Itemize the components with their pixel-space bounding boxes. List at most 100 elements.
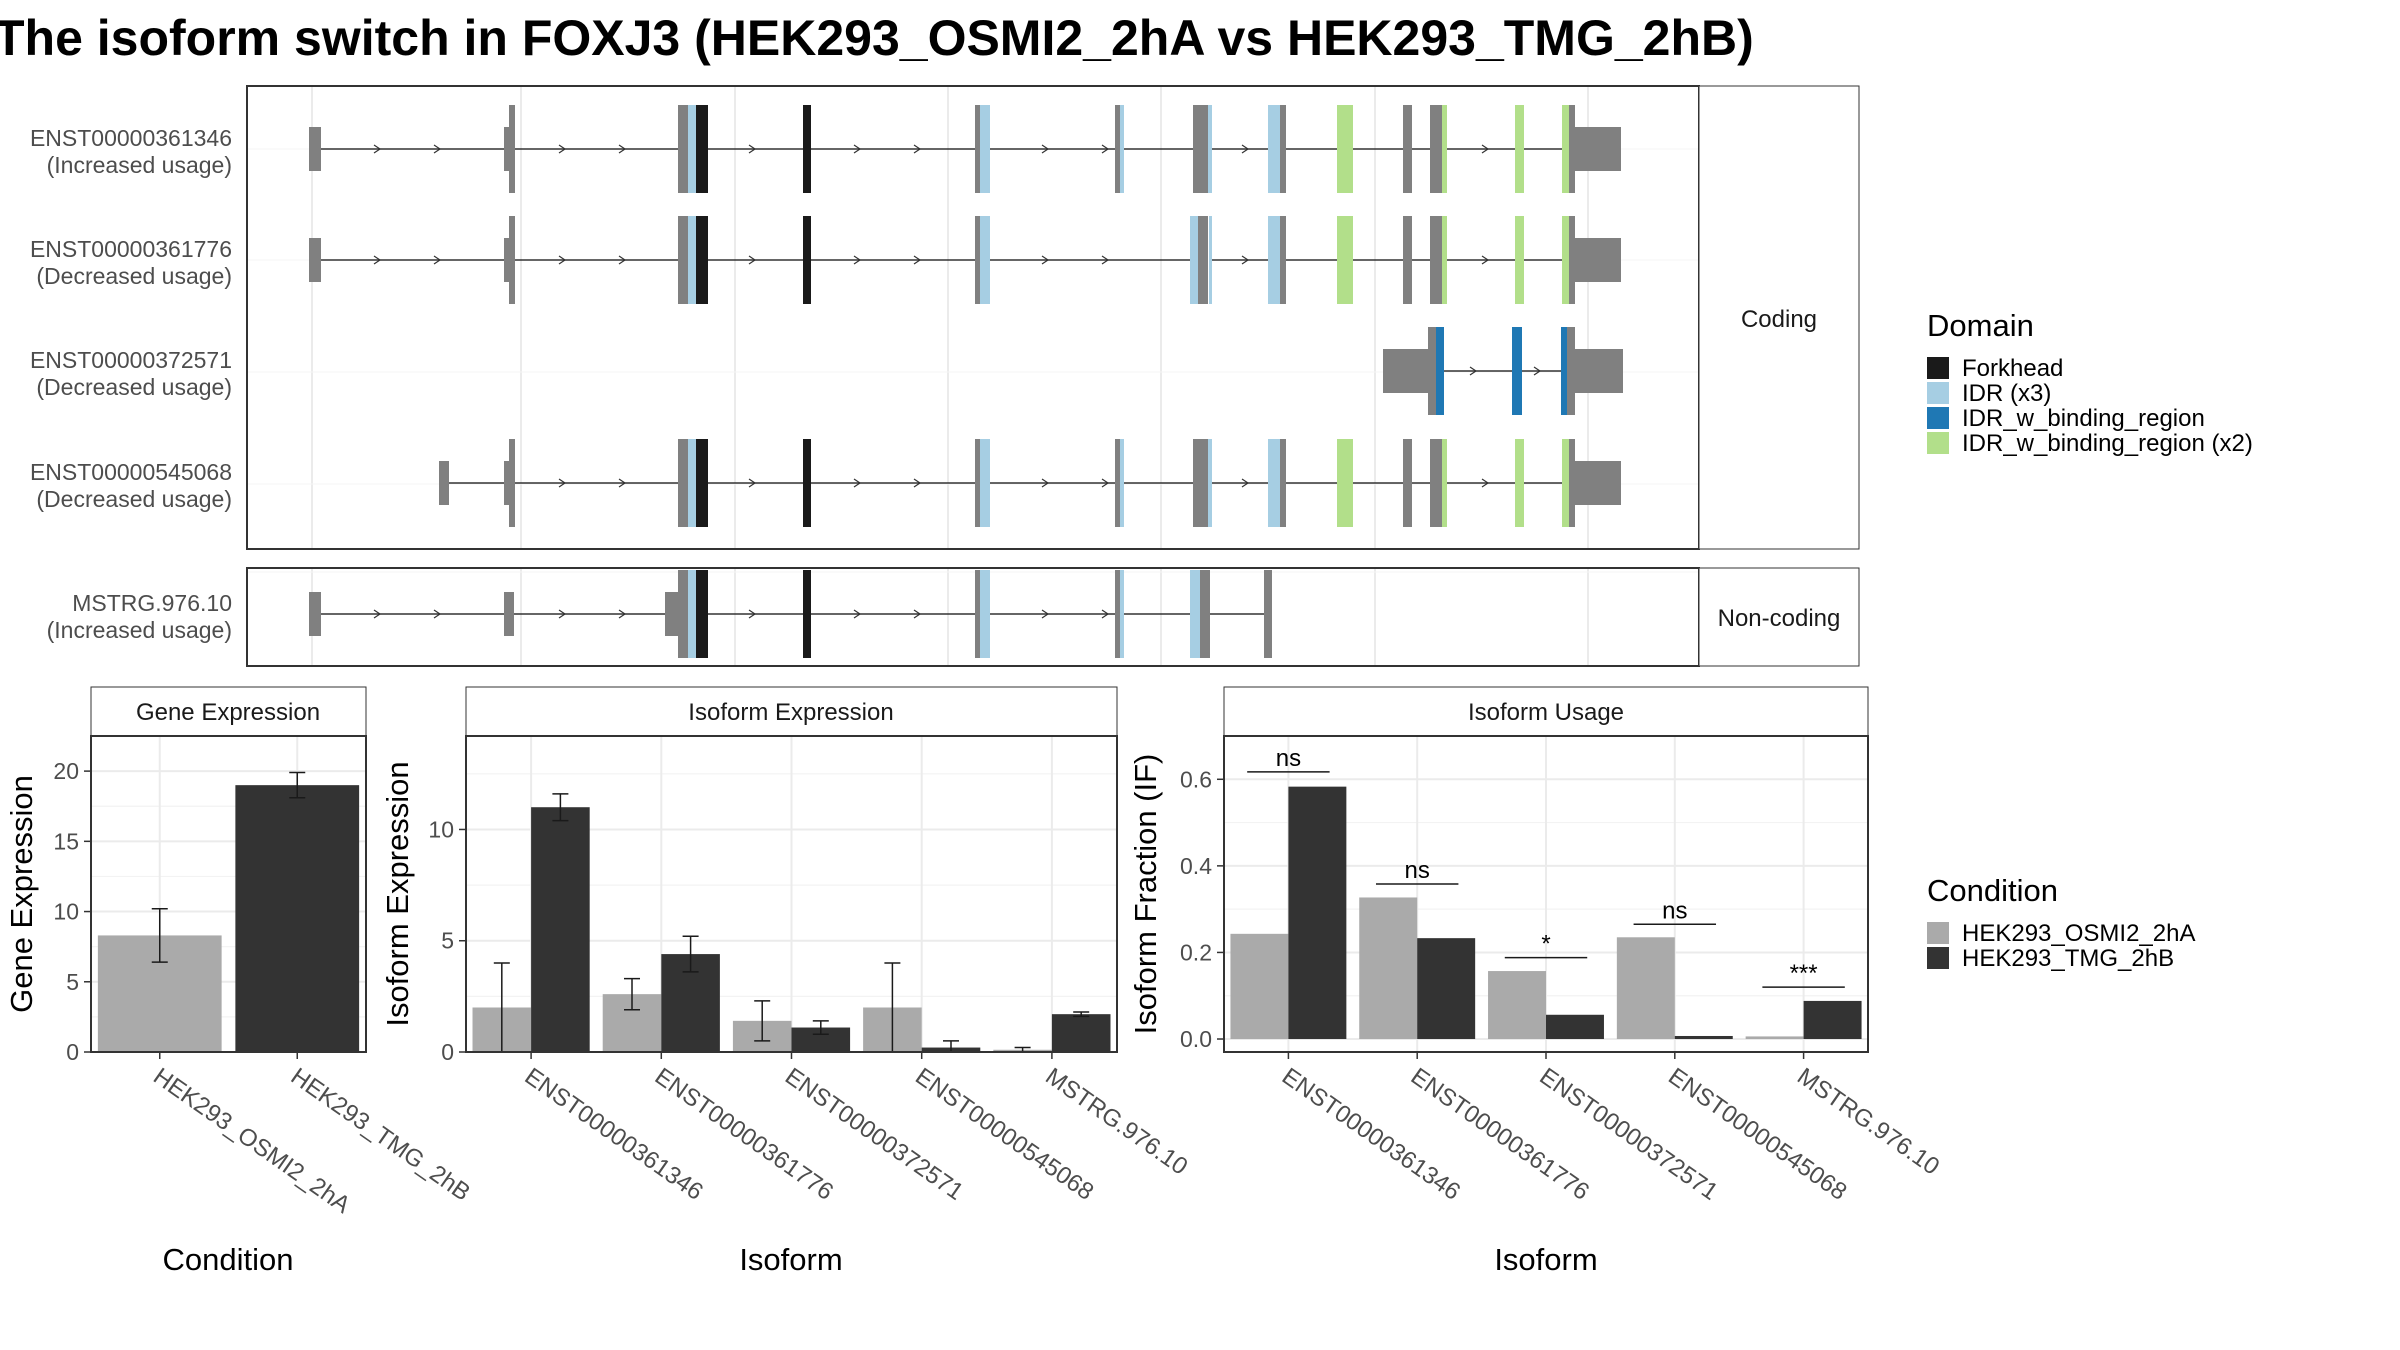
domain-idr-w-binding-region-x2: [1562, 105, 1569, 193]
intron-arrow: [1101, 255, 1110, 265]
legend-label-forkhead: Forkhead: [1962, 355, 2063, 382]
exon-cds: [509, 216, 515, 304]
domain-idr: [688, 570, 696, 658]
domain-forkhead: [803, 216, 811, 304]
domain-idr: [980, 570, 990, 658]
intron-arrow: [618, 255, 627, 265]
significance-label: ns: [1405, 857, 1430, 884]
isoform-usage-title: Isoform Usage: [1468, 699, 1624, 726]
intron-arrow: [1241, 144, 1250, 154]
exon-cds: [678, 570, 690, 658]
intron-arrow: [1481, 478, 1490, 488]
domain-idr: [1190, 570, 1202, 658]
intron-arrow: [373, 144, 382, 154]
transcript-label-usage: (Decreased usage): [36, 263, 232, 289]
bar: [1230, 933, 1289, 1040]
significance-label: ***: [1790, 960, 1818, 987]
exon-cds: [975, 439, 981, 527]
exon-utr: [1575, 238, 1621, 282]
exon-cds: [678, 105, 690, 193]
intron-arrow: [1041, 255, 1050, 265]
intron-arrow: [1533, 366, 1542, 376]
transcript-label-id: ENST00000361776: [30, 236, 232, 262]
exon-utr: [1575, 127, 1621, 171]
domain-idr: [688, 216, 696, 304]
exon-utr: [1383, 349, 1428, 393]
intron-arrow: [1041, 144, 1050, 154]
exon-cds: [678, 439, 690, 527]
intron-arrow: [1101, 144, 1110, 154]
y-tick-label: 0: [66, 1039, 79, 1065]
intron-arrow: [1481, 144, 1490, 154]
legend-key-idr-w-binding-region-x2: [1927, 432, 1949, 454]
bar: [1616, 937, 1675, 1040]
condition-legend: Condition HEK293_OSMI2_2hA HEK293_TMG_2h…: [1927, 873, 2195, 972]
intron-arrow: [1041, 478, 1050, 488]
y-tick-label: 15: [53, 828, 79, 854]
domain-idr: [1120, 105, 1124, 193]
significance-label: ns: [1276, 745, 1301, 772]
intron-arrow: [618, 144, 627, 154]
exon-cds: [1280, 439, 1286, 527]
coding-strip-label: Coding: [1741, 306, 1817, 333]
domain-idr: [1268, 216, 1280, 304]
gene-expression-ylabel: Gene Expression: [4, 775, 39, 1013]
domain-idr-w-binding-region-x2: [1442, 105, 1447, 193]
isoform-usage-chart: Isoform Usage 0.00.20.40.6nsns*ns***ENST…: [1128, 686, 1944, 1277]
domain-idr: [688, 439, 696, 527]
intron-arrow: [853, 255, 862, 265]
exon-utr: [309, 238, 321, 282]
isoform-usage-xlabel: Isoform: [1494, 1242, 1597, 1277]
isoform-usage-strip: [1223, 686, 1869, 737]
intron-arrow: [558, 609, 567, 619]
domain-idr: [1208, 439, 1212, 527]
exon-cds: [678, 216, 690, 304]
intron-arrow: [913, 255, 922, 265]
exon-utr: [309, 592, 321, 636]
domain-idr: [1120, 439, 1124, 527]
domain-forkhead: [696, 570, 708, 658]
significance-label: *: [1541, 931, 1550, 958]
intron-arrow: [1241, 478, 1250, 488]
exon-cds: [1115, 570, 1121, 658]
noncoding-panel-bg: [246, 567, 1700, 667]
intron-arrow: [1469, 366, 1478, 376]
transcript-label-usage: (Increased usage): [47, 617, 232, 643]
domain-idr-w-binding-region-x2: [1442, 216, 1447, 304]
isoform-expression-plot: 0510ENST00000361346ENST00000361776ENST00…: [428, 735, 1193, 1206]
domain-idr: [1268, 439, 1280, 527]
intron-arrow: [913, 609, 922, 619]
y-tick-label: 0: [441, 1039, 454, 1065]
intron-arrow: [433, 144, 442, 154]
y-tick-label: 10: [53, 899, 79, 925]
domain-idr: [980, 216, 990, 304]
exon-cds: [509, 439, 515, 527]
exon-cds: [1567, 327, 1575, 415]
y-tick-label: 0.0: [1180, 1026, 1212, 1052]
intron-arrow: [853, 609, 862, 619]
intron-arrow: [558, 478, 567, 488]
exon-cds: [1193, 439, 1209, 527]
gene-expression-strip: [90, 686, 367, 737]
intron-arrow: [618, 609, 627, 619]
domain-idr: [1190, 216, 1198, 304]
significance-label: ns: [1662, 897, 1687, 924]
domain-idr-w-binding-region-x2: [1515, 439, 1524, 527]
intron-arrow: [1241, 255, 1250, 265]
intron-arrow: [373, 609, 382, 619]
intron-arrow: [913, 144, 922, 154]
exon-utr: [665, 592, 679, 636]
intron-arrow: [618, 478, 627, 488]
isoform-usage-plot: 0.00.20.40.6nsns*ns***ENST00000361346ENS…: [1180, 735, 1944, 1206]
domain-idr: [688, 105, 696, 193]
exon-utr: [309, 127, 321, 171]
exon-cds: [1115, 439, 1121, 527]
condition-legend-title: Condition: [1927, 873, 2058, 908]
coding-strip: [1698, 85, 1860, 550]
domain-idr-w-binding-region-x2: [1515, 105, 1524, 193]
gene-expression-title: Gene Expression: [136, 699, 320, 726]
exon-cds: [1430, 105, 1442, 193]
exon-cds: [1430, 439, 1442, 527]
domain-idr-w-binding-region-x2: [1337, 216, 1353, 304]
bar: [235, 785, 360, 1052]
